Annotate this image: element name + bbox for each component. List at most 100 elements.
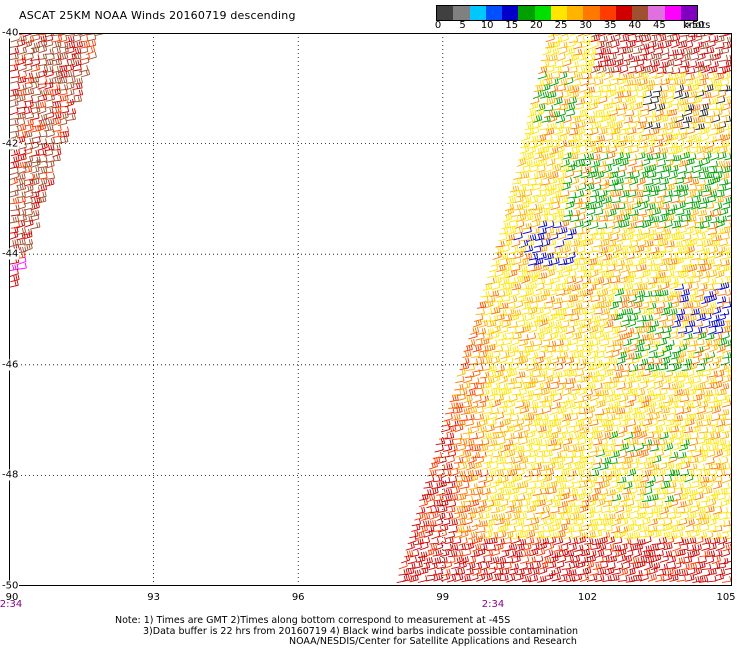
- wind-barb: [677, 350, 687, 359]
- wind-barb: [676, 278, 687, 286]
- wind-barb: [625, 523, 635, 533]
- wind-barb: [557, 171, 567, 180]
- wind-barb: [678, 443, 689, 452]
- wind-barb: [479, 494, 489, 503]
- wind-barb: [674, 530, 684, 539]
- wind-barb: [514, 524, 524, 533]
- wind-barb: [557, 406, 567, 415]
- wind-barb: [579, 110, 589, 118]
- wind-barb: [468, 473, 479, 483]
- wind-barb: [628, 389, 638, 397]
- wind-barb: [667, 108, 678, 117]
- wind-barb: [717, 289, 727, 297]
- color-swatch: [469, 6, 486, 20]
- wind-barb: [23, 165, 33, 174]
- wind-barb: [553, 544, 563, 552]
- wind-barb: [521, 349, 531, 359]
- wind-barb: [566, 72, 576, 80]
- wind-barb: [686, 189, 697, 198]
- wind-barb: [453, 433, 463, 440]
- wind-barb: [522, 376, 532, 384]
- wind-barb: [670, 469, 681, 477]
- wind-barb: [527, 504, 537, 514]
- wind-barb: [667, 147, 678, 155]
- wind-barb: [599, 152, 609, 161]
- wind-barb: [480, 561, 491, 571]
- wind-barb: [595, 574, 605, 582]
- wind-barb: [440, 424, 451, 433]
- wind-barb: [689, 456, 699, 464]
- wind-barb: [690, 556, 700, 565]
- wind-barb: [719, 46, 730, 55]
- wind-barb: [614, 439, 624, 447]
- wind-barb: [653, 482, 663, 490]
- wind-barb: [507, 377, 518, 385]
- wind-barb: [654, 201, 665, 210]
- wind-barb: [506, 449, 516, 458]
- wind-barb: [564, 331, 574, 340]
- wind-barb: [429, 487, 439, 496]
- wind-barb: [643, 290, 653, 298]
- wind-barb: [641, 343, 651, 352]
- wind-barb: [653, 506, 663, 514]
- wind-barb: [547, 60, 557, 68]
- wind-barb: [710, 152, 720, 161]
- wind-barb: [569, 288, 580, 297]
- wind-barb: [10, 274, 20, 283]
- wind-barb: [24, 111, 35, 120]
- wind-barb: [480, 414, 490, 422]
- wind-barb: [455, 525, 465, 534]
- wind-barb: [478, 319, 488, 328]
- wind-barb: [607, 33, 617, 36]
- wind-barb: [588, 110, 598, 118]
- wind-barb: [678, 370, 689, 378]
- wind-barb: [639, 449, 649, 458]
- wind-barb: [569, 263, 579, 272]
- wind-barb: [715, 41, 725, 49]
- wind-barb: [595, 301, 605, 309]
- wind-barb: [509, 185, 520, 193]
- wind-barb: [717, 338, 728, 347]
- wind-barb: [680, 339, 691, 347]
- wind-barb: [716, 443, 726, 451]
- wind-barb: [516, 158, 527, 167]
- wind-barb: [606, 364, 616, 371]
- wind-barb: [712, 234, 722, 242]
- wind-barb: [629, 84, 639, 93]
- wind-barb: [697, 307, 708, 315]
- wind-barb: [508, 220, 518, 229]
- wind-barb: [626, 444, 636, 453]
- wind-barb: [617, 376, 627, 383]
- wind-barb: [560, 444, 570, 452]
- wind-barb: [564, 356, 575, 365]
- wind-barb: [414, 512, 424, 521]
- wind-barb: [452, 438, 462, 446]
- wind-barb: [673, 415, 684, 422]
- wind-barb: [515, 326, 525, 334]
- wind-barb: [593, 431, 603, 440]
- wind-barb: [516, 319, 526, 328]
- wind-barb: [707, 293, 717, 303]
- wind-barb: [499, 574, 509, 582]
- wind-barb: [616, 76, 627, 86]
- wind-barb: [502, 213, 513, 223]
- wind-barb: [611, 33, 621, 43]
- wind-barb: [724, 122, 732, 131]
- wind-barb: [437, 456, 447, 464]
- wind-barb: [453, 480, 463, 489]
- wind-barb: [543, 202, 554, 210]
- wind-barb: [545, 494, 556, 503]
- wind-barb: [684, 402, 694, 410]
- wind-barb: [721, 277, 732, 285]
- wind-barb: [532, 120, 542, 130]
- wind-barb: [37, 34, 47, 43]
- wind-barb: [681, 209, 691, 217]
- wind-barb: [607, 114, 617, 124]
- wind-barb: [666, 313, 676, 322]
- wind-barb: [587, 203, 597, 210]
- wind-barb: [456, 470, 466, 477]
- wind-barb: [663, 442, 674, 452]
- wind-barb: [712, 506, 723, 515]
- wind-barb: [30, 213, 40, 222]
- wind-barb: [613, 562, 624, 571]
